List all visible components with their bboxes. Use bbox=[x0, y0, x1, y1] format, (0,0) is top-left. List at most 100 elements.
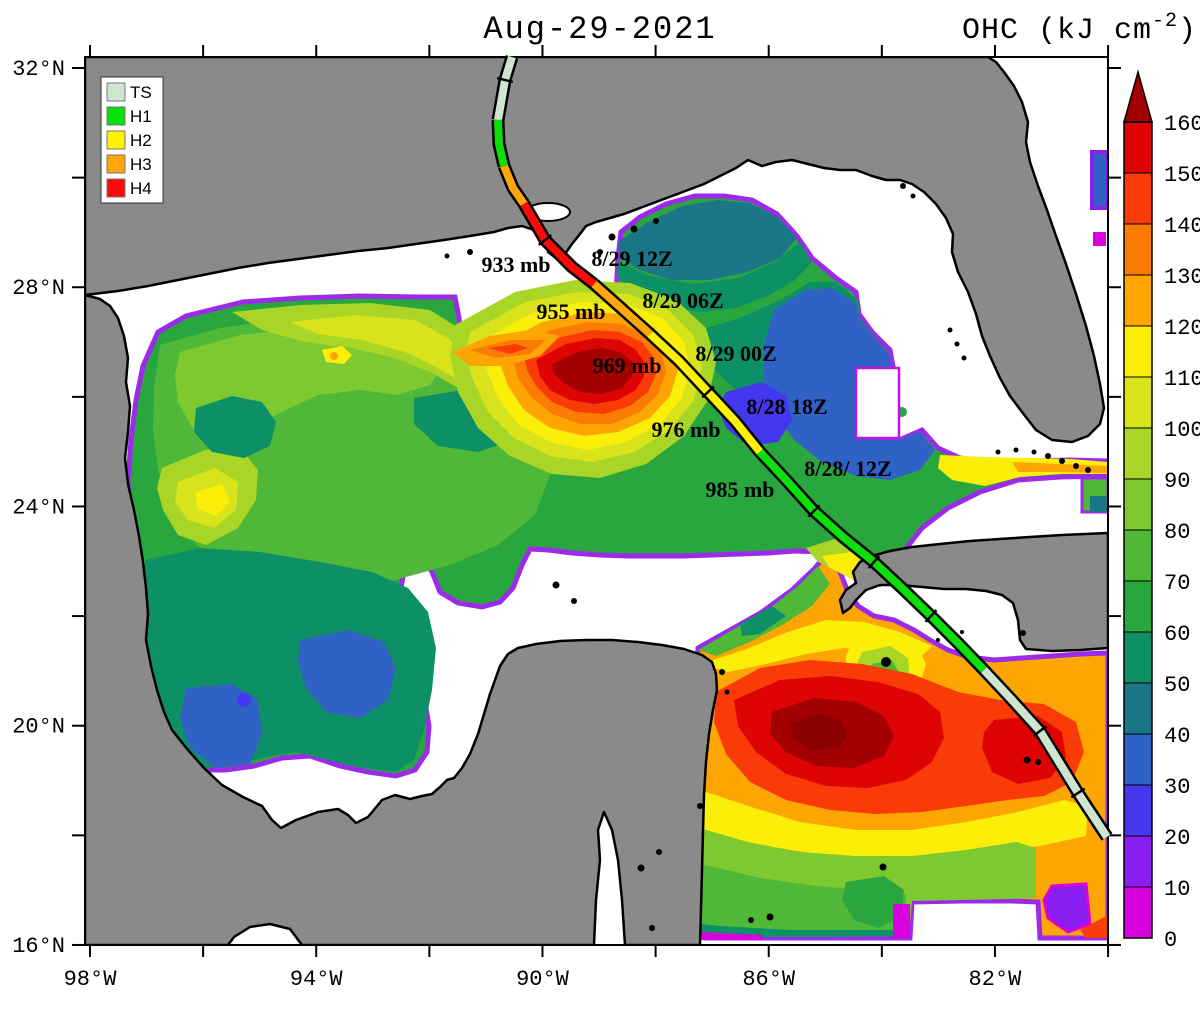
legend-label-h4: H4 bbox=[130, 179, 152, 198]
colorbar-tick-value: 20 bbox=[1164, 826, 1190, 851]
colorbar-tick-labels: 0 10 20 30 40 50 60 70 80 90 100 110 120 130 140 150 160 bbox=[1164, 112, 1200, 953]
colorbar-tick-value: 90 bbox=[1164, 469, 1190, 494]
colorbar-tick-value: 40 bbox=[1164, 724, 1190, 749]
track-segment-h4 bbox=[520, 201, 597, 288]
track-joint-tick bbox=[1032, 725, 1048, 737]
y-tick-label: 20°N bbox=[12, 715, 65, 740]
colorbar-cell bbox=[1123, 478, 1153, 531]
track-segment-h1 bbox=[494, 119, 508, 167]
x-axis-ticks bbox=[89, 45, 1110, 957]
x-tick-label: 90°W bbox=[516, 967, 570, 992]
x-tick-label: 94°W bbox=[290, 967, 344, 992]
legend-items: TS H1 H2 H3 H4 bbox=[106, 82, 152, 198]
track-annotation: 955 mb bbox=[536, 299, 605, 324]
colorbar-tick-value: 0 bbox=[1164, 928, 1177, 953]
track-annotation: 969 mb bbox=[592, 353, 661, 378]
colorbar-tick-value: 80 bbox=[1164, 520, 1190, 545]
colorbar-cell bbox=[1123, 886, 1153, 939]
legend-swatch-h1 bbox=[106, 106, 126, 126]
colorbar-tick-value: 120 bbox=[1164, 316, 1200, 341]
legend-swatch-h4 bbox=[106, 178, 126, 198]
track-joint-tick bbox=[867, 555, 881, 569]
track-joint-tick bbox=[924, 609, 938, 623]
x-tick-label: 86°W bbox=[742, 967, 796, 992]
colorbar-cell bbox=[1123, 223, 1153, 276]
land-us-gulf-coast bbox=[85, 57, 1106, 444]
colorbar-cell bbox=[1123, 784, 1153, 837]
colorbar-cell bbox=[1123, 274, 1153, 327]
colorbar-tick-value: 150 bbox=[1164, 163, 1200, 188]
colorbar-cells bbox=[1123, 121, 1153, 939]
colorbar-title: OHC (kJ cm-2) bbox=[962, 10, 1197, 48]
x-tick-label: 82°W bbox=[969, 967, 1023, 992]
colorbar-cell bbox=[1123, 529, 1153, 582]
track-annotation: 8/29 00Z bbox=[695, 341, 776, 366]
atlantic-edge-contours bbox=[1080, 150, 1108, 514]
track-segment-ts bbox=[981, 667, 1111, 840]
track-annotation: 976 mb bbox=[651, 417, 720, 442]
y-tick-label: 28°N bbox=[12, 276, 65, 301]
track-annotation: 933 mb bbox=[481, 252, 550, 277]
colorbar-cell bbox=[1123, 172, 1153, 225]
track-joint-tick bbox=[807, 504, 821, 518]
track-annotation: 8/29 06Z bbox=[642, 288, 723, 313]
figure-title: Aug-29-2021 bbox=[483, 11, 716, 48]
colorbar-frame bbox=[1123, 121, 1153, 939]
track-joint-tick bbox=[1070, 787, 1086, 799]
legend-label-h3: H3 bbox=[130, 155, 152, 174]
y-tick-label: 16°N bbox=[12, 934, 65, 959]
legend-label-ts: TS bbox=[130, 83, 152, 102]
colorbar-cell bbox=[1123, 121, 1153, 174]
colorbar-tick-value: 110 bbox=[1164, 367, 1200, 392]
colorbar-cell bbox=[1123, 580, 1153, 633]
colorbar-tick-value: 160 bbox=[1164, 112, 1200, 137]
track-annotation: 8/29 12Z bbox=[591, 246, 672, 271]
colorbar-tick-value: 60 bbox=[1164, 622, 1190, 647]
colorbar-cell bbox=[1123, 682, 1153, 735]
colorbar-tick-value: 50 bbox=[1164, 673, 1190, 698]
track-annotation: 8/28 18Z bbox=[746, 394, 827, 419]
caribbean-ohc-contours bbox=[656, 547, 1108, 941]
y-tick-label: 32°N bbox=[12, 57, 65, 82]
colorbar-tick-value: 130 bbox=[1164, 265, 1200, 290]
x-tick-label: 98°W bbox=[64, 967, 118, 992]
hurricane-ida-track bbox=[491, 55, 1113, 841]
track-joint-tick bbox=[496, 76, 514, 84]
colorbar-tick-value: 70 bbox=[1164, 571, 1190, 596]
track-segment-h3 bbox=[500, 164, 528, 207]
track-annotation: 8/28/ 12Z bbox=[804, 456, 891, 481]
colorbar-cell bbox=[1123, 733, 1153, 786]
legend-swatch-h2 bbox=[106, 130, 126, 150]
colorbar-over-arrow bbox=[1123, 69, 1153, 123]
x-axis-labels: 98°W 94°W 90°W 86°W 82°W bbox=[64, 967, 1023, 992]
legend-swatch-h3 bbox=[106, 154, 126, 174]
colorbar-tick-value: 30 bbox=[1164, 775, 1190, 800]
colorbar-cell bbox=[1123, 631, 1153, 684]
y-axis-ticks bbox=[72, 67, 1121, 946]
track-annotations: 933 mb 8/29 12Z 955 mb 8/29 06Z 969 mb 8/29 0… bbox=[481, 246, 891, 502]
land-masses bbox=[85, 57, 1108, 945]
colorbar-cell bbox=[1123, 835, 1153, 888]
track-annotation: 985 mb bbox=[705, 477, 774, 502]
colorbar-cell bbox=[1123, 376, 1153, 429]
track-segment-h3 bbox=[591, 281, 653, 337]
y-tick-label: 24°N bbox=[12, 495, 65, 520]
colorbar-cell bbox=[1123, 427, 1153, 480]
legend-swatch-ts bbox=[106, 82, 126, 102]
legend-label-h1: H1 bbox=[130, 107, 152, 126]
colorbar-cell bbox=[1123, 325, 1153, 378]
colorbar-tick-value: 10 bbox=[1164, 877, 1190, 902]
land-mexico-yucatan bbox=[85, 293, 719, 945]
intensity-legend: TS H1 H2 H3 H4 bbox=[100, 76, 164, 204]
colorbar-tick-value: 140 bbox=[1164, 214, 1200, 239]
map-frame bbox=[84, 56, 1109, 946]
colorbar: 0 10 20 30 40 50 60 70 80 90 100 110 120 130 140 150 160 bbox=[1123, 69, 1200, 953]
track-joint-tick bbox=[537, 234, 553, 246]
track-joint-tick bbox=[701, 385, 715, 399]
legend-label-h2: H2 bbox=[130, 131, 152, 150]
map-plot-area bbox=[85, 57, 1108, 945]
y-axis-labels: 32°N 28°N 24°N 20°N 16°N bbox=[12, 57, 65, 959]
colorbar-tick-value: 100 bbox=[1164, 418, 1200, 443]
